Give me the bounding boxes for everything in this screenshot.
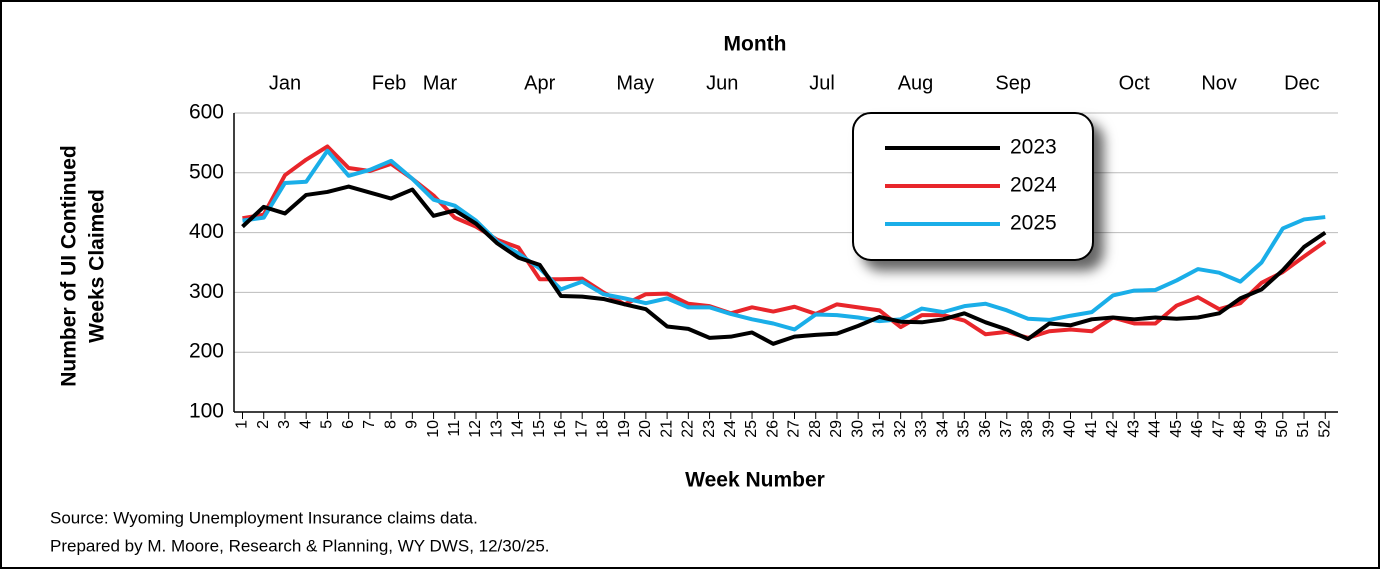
x-tick-label: 36	[977, 420, 994, 438]
x-tick-label: 39	[1040, 420, 1057, 438]
x2-tick-label: Apr	[524, 72, 555, 94]
x-tick-label: 47	[1210, 420, 1227, 438]
series-line	[241, 184, 1327, 346]
x-tick-label: 28	[807, 420, 824, 438]
x2-tick-label: Mar	[423, 72, 458, 94]
x-tick-label: 40	[1062, 420, 1079, 438]
y-tick-label: 200	[189, 340, 224, 363]
x-tick-label: 15	[531, 420, 548, 438]
x2-tick-label: Jan	[269, 72, 301, 94]
x-axis-label: Week Number	[685, 469, 825, 492]
x-tick-label: 49	[1253, 420, 1270, 438]
x-tick-label: 25	[743, 420, 760, 438]
x-tick-label: 32	[892, 420, 909, 438]
x-tick-label: 23	[701, 420, 718, 438]
x2-tick-label: Feb	[372, 72, 406, 94]
x-tick-label: 11	[446, 420, 463, 437]
x-tick-label: 19	[616, 420, 633, 438]
x-tick-label: 21	[658, 420, 675, 438]
x-tick-label: 27	[786, 420, 803, 438]
x-tick-label: 33	[913, 420, 930, 438]
x-tick-label: 26	[764, 420, 781, 438]
x-tick-label: 22	[680, 420, 697, 438]
x-tick-label: 24	[722, 420, 739, 438]
x2-tick-label: May	[616, 72, 654, 94]
x-tick-label: 20	[637, 420, 654, 438]
x2-tick-label: Jun	[706, 72, 738, 94]
series-line	[242, 148, 1326, 332]
x2-tick-label: Dec	[1284, 72, 1320, 94]
prepared-note: Prepared by M. Moore, Research & Plannin…	[50, 536, 550, 555]
x-tick-label: 17	[573, 420, 590, 438]
x-tick-label: 8	[382, 420, 399, 429]
x-tick-label: 4	[297, 420, 314, 429]
x-tick-label: 48	[1232, 420, 1249, 438]
x2-tick-label: Oct	[1119, 72, 1151, 94]
x-tick-label: 35	[956, 420, 973, 438]
x-tick-label: 12	[467, 420, 484, 438]
x-tick-label: 45	[1168, 420, 1185, 438]
x-tick-label: 18	[595, 420, 612, 438]
y-axis-label: Weeks Claimed	[86, 189, 109, 343]
x-tick-label: 44	[1147, 420, 1164, 438]
x-tick-label: 38	[1019, 420, 1036, 438]
x-tick-label: 43	[1125, 420, 1142, 438]
source-note: Source: Wyoming Unemployment Insurance c…	[50, 508, 478, 527]
y-tick-label: 300	[189, 280, 224, 303]
x2-axis-label: Month	[724, 33, 787, 56]
x-tick-label: 31	[871, 420, 888, 438]
x-tick-label: 10	[425, 420, 442, 438]
x-tick-label: 51	[1295, 420, 1312, 438]
x-tick-label: 37	[998, 420, 1015, 438]
x2-tick-label: Jul	[809, 72, 835, 94]
x-tick-label: 52	[1316, 420, 1333, 438]
legend-label: 2024	[1010, 174, 1057, 197]
y-axis-label: Number of UI Continued	[58, 145, 81, 386]
x-tick-label: 29	[828, 420, 845, 438]
y-tick-label: 500	[189, 160, 224, 183]
x2-tick-label: Aug	[898, 72, 934, 94]
x2-tick-label: Sep	[995, 72, 1031, 94]
x2-tick-label: Nov	[1201, 72, 1237, 94]
x-tick-label: 46	[1189, 420, 1206, 438]
x-tick-label: 13	[488, 420, 505, 438]
legend-label: 2025	[1010, 212, 1057, 235]
x-tick-label: 34	[934, 420, 951, 438]
y-tick-label: 600	[189, 101, 224, 124]
x-tick-label: 41	[1083, 420, 1100, 438]
y-tick-label: 100	[189, 400, 224, 423]
x-tick-label: 5	[319, 420, 336, 429]
x-tick-label: 3	[276, 420, 293, 429]
x-tick-label: 1	[234, 420, 251, 429]
x-tick-label: 7	[361, 420, 378, 429]
x-tick-label: 6	[340, 420, 357, 429]
x-tick-label: 42	[1104, 420, 1121, 438]
x-tick-label: 16	[552, 420, 569, 438]
x-tick-label: 14	[510, 420, 527, 438]
x-tick-label: 2	[255, 420, 272, 429]
x-tick-label: 30	[849, 420, 866, 438]
x-tick-label: 9	[404, 420, 421, 429]
y-tick-label: 400	[189, 220, 224, 243]
x-tick-label: 50	[1274, 420, 1291, 438]
legend-label: 2023	[1010, 136, 1057, 159]
